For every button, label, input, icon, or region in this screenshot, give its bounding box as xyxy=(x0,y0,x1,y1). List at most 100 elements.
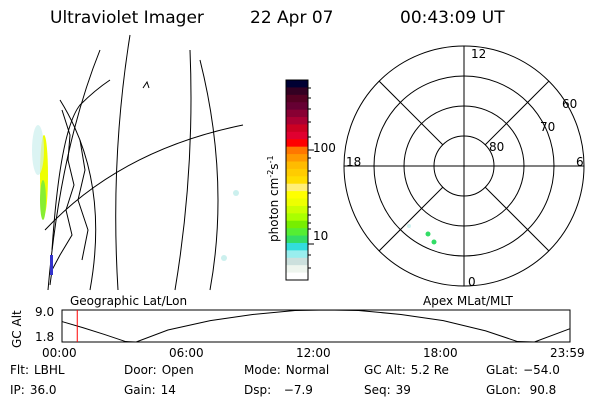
colorbar-band xyxy=(286,228,308,237)
colorbar-band xyxy=(286,183,308,192)
mlt-line xyxy=(484,80,550,146)
mlt-line xyxy=(484,186,550,252)
x-tick-label: 06:00 xyxy=(169,346,204,360)
latitude-line xyxy=(51,79,111,251)
apex-label: Apex MLat/MLT xyxy=(423,294,513,308)
lat-label-70: 70 xyxy=(540,120,556,134)
colorbar-band xyxy=(286,272,308,281)
geographic-label: Geographic Lat/Lon xyxy=(70,294,188,308)
x-tick-label: 00:00 xyxy=(42,346,77,360)
lat-label-80: 80 xyxy=(489,140,505,154)
status-field: Gain: 14 xyxy=(124,383,176,397)
status-label: GLat: xyxy=(486,363,519,377)
status-field: GLon: 90.8 xyxy=(486,383,556,397)
status-field: Seq: 39 xyxy=(364,383,411,397)
x-tick-label: 12:00 xyxy=(296,346,331,360)
status-label: IP: xyxy=(10,383,25,397)
status-field: Flt: LBHL xyxy=(10,363,65,377)
y-tick: 1.8 xyxy=(35,330,55,344)
lat-label-60: 60 xyxy=(562,97,578,111)
aurora-emission xyxy=(32,125,239,275)
mlt-label-0: 0 xyxy=(468,275,476,289)
status-value: 36.0 xyxy=(29,383,57,397)
colorbar-frame xyxy=(285,79,309,281)
x-tick-label: 23:59 xyxy=(550,346,585,360)
colorbar-band xyxy=(286,139,308,148)
meridian-line xyxy=(59,99,97,291)
status-value: Open xyxy=(161,363,194,377)
mlt-line xyxy=(378,186,444,252)
coastline xyxy=(77,139,89,261)
timeline-frame xyxy=(61,309,571,343)
status-field: Door: Open xyxy=(124,363,194,377)
mlt-label-18: 18 xyxy=(346,155,362,169)
status-label: Door: xyxy=(124,363,157,377)
status-field: Dsp: −7.9 xyxy=(244,383,313,397)
meridian-line xyxy=(199,59,219,291)
status-label: GC Alt: xyxy=(364,363,406,377)
colorbar-band xyxy=(286,242,308,251)
colorbar-band xyxy=(286,124,308,133)
status-label: Flt: xyxy=(10,363,29,377)
status-value: 14 xyxy=(160,383,176,397)
status-value: 39 xyxy=(395,383,411,397)
colorbar-band xyxy=(286,154,308,162)
status-field: IP: 36.0 xyxy=(10,383,57,397)
colorbar-band xyxy=(286,176,308,185)
colorbar-band xyxy=(286,131,308,140)
colorbar-band xyxy=(286,191,308,200)
status-label: Seq: xyxy=(364,383,391,397)
colorbar-band xyxy=(286,198,308,207)
status-label: GLon: xyxy=(486,383,521,397)
coastline xyxy=(49,109,75,286)
colorbar-band xyxy=(286,213,308,222)
latitude-line xyxy=(44,124,244,231)
date-label: 22 Apr 07 xyxy=(250,8,334,28)
status-value: −7.9 xyxy=(276,383,313,397)
meridian-line xyxy=(174,49,192,291)
aurora-spots xyxy=(407,224,437,245)
coastline xyxy=(142,80,150,89)
status-value: 5.2 Re xyxy=(410,363,449,377)
colorbar-band xyxy=(286,161,308,170)
colorbar-tick-10: 10 xyxy=(313,229,329,243)
colorbar-band xyxy=(286,250,308,259)
colorbar-band xyxy=(286,146,308,155)
altitude-series-line xyxy=(61,309,571,343)
status-value: 90.8 xyxy=(525,383,557,397)
status-label: Mode: xyxy=(244,363,281,377)
status-label: Dsp: xyxy=(244,383,272,397)
colorbar-band xyxy=(286,102,308,111)
meridian-line xyxy=(115,34,131,291)
x-tick-label: 18:00 xyxy=(423,346,458,360)
colorbar-band xyxy=(286,205,308,214)
colorbar-band xyxy=(286,80,308,88)
instrument-title: Ultraviolet Imager xyxy=(50,8,204,28)
colorbar-band xyxy=(286,87,308,96)
status-field: Mode: Normal xyxy=(244,363,329,377)
y-tick: 9.0 xyxy=(35,305,55,319)
colorbar-band xyxy=(286,220,308,229)
colorbar-tick-100: 100 xyxy=(313,141,336,155)
colorbar-band xyxy=(286,257,308,266)
colorbar-band xyxy=(286,109,308,118)
status-value: −54.0 xyxy=(523,363,560,377)
colorbar-band xyxy=(286,235,308,244)
mlt-label-6: 6 xyxy=(576,155,584,169)
status-value: Normal xyxy=(285,363,330,377)
colorbar-band xyxy=(286,168,308,177)
colorbar-band xyxy=(286,94,308,103)
time-label: 00:43:09 UT xyxy=(400,8,505,28)
colorbar-band xyxy=(286,265,308,274)
colorbar-band xyxy=(286,117,308,125)
mlt-line xyxy=(378,80,444,146)
status-field: GC Alt: 5.2 Re xyxy=(364,363,449,377)
status-label: Gain: xyxy=(124,383,156,397)
status-value: LBHL xyxy=(33,363,65,377)
mlt-label-12: 12 xyxy=(471,47,487,61)
status-field: GLat: −54.0 xyxy=(486,363,560,377)
